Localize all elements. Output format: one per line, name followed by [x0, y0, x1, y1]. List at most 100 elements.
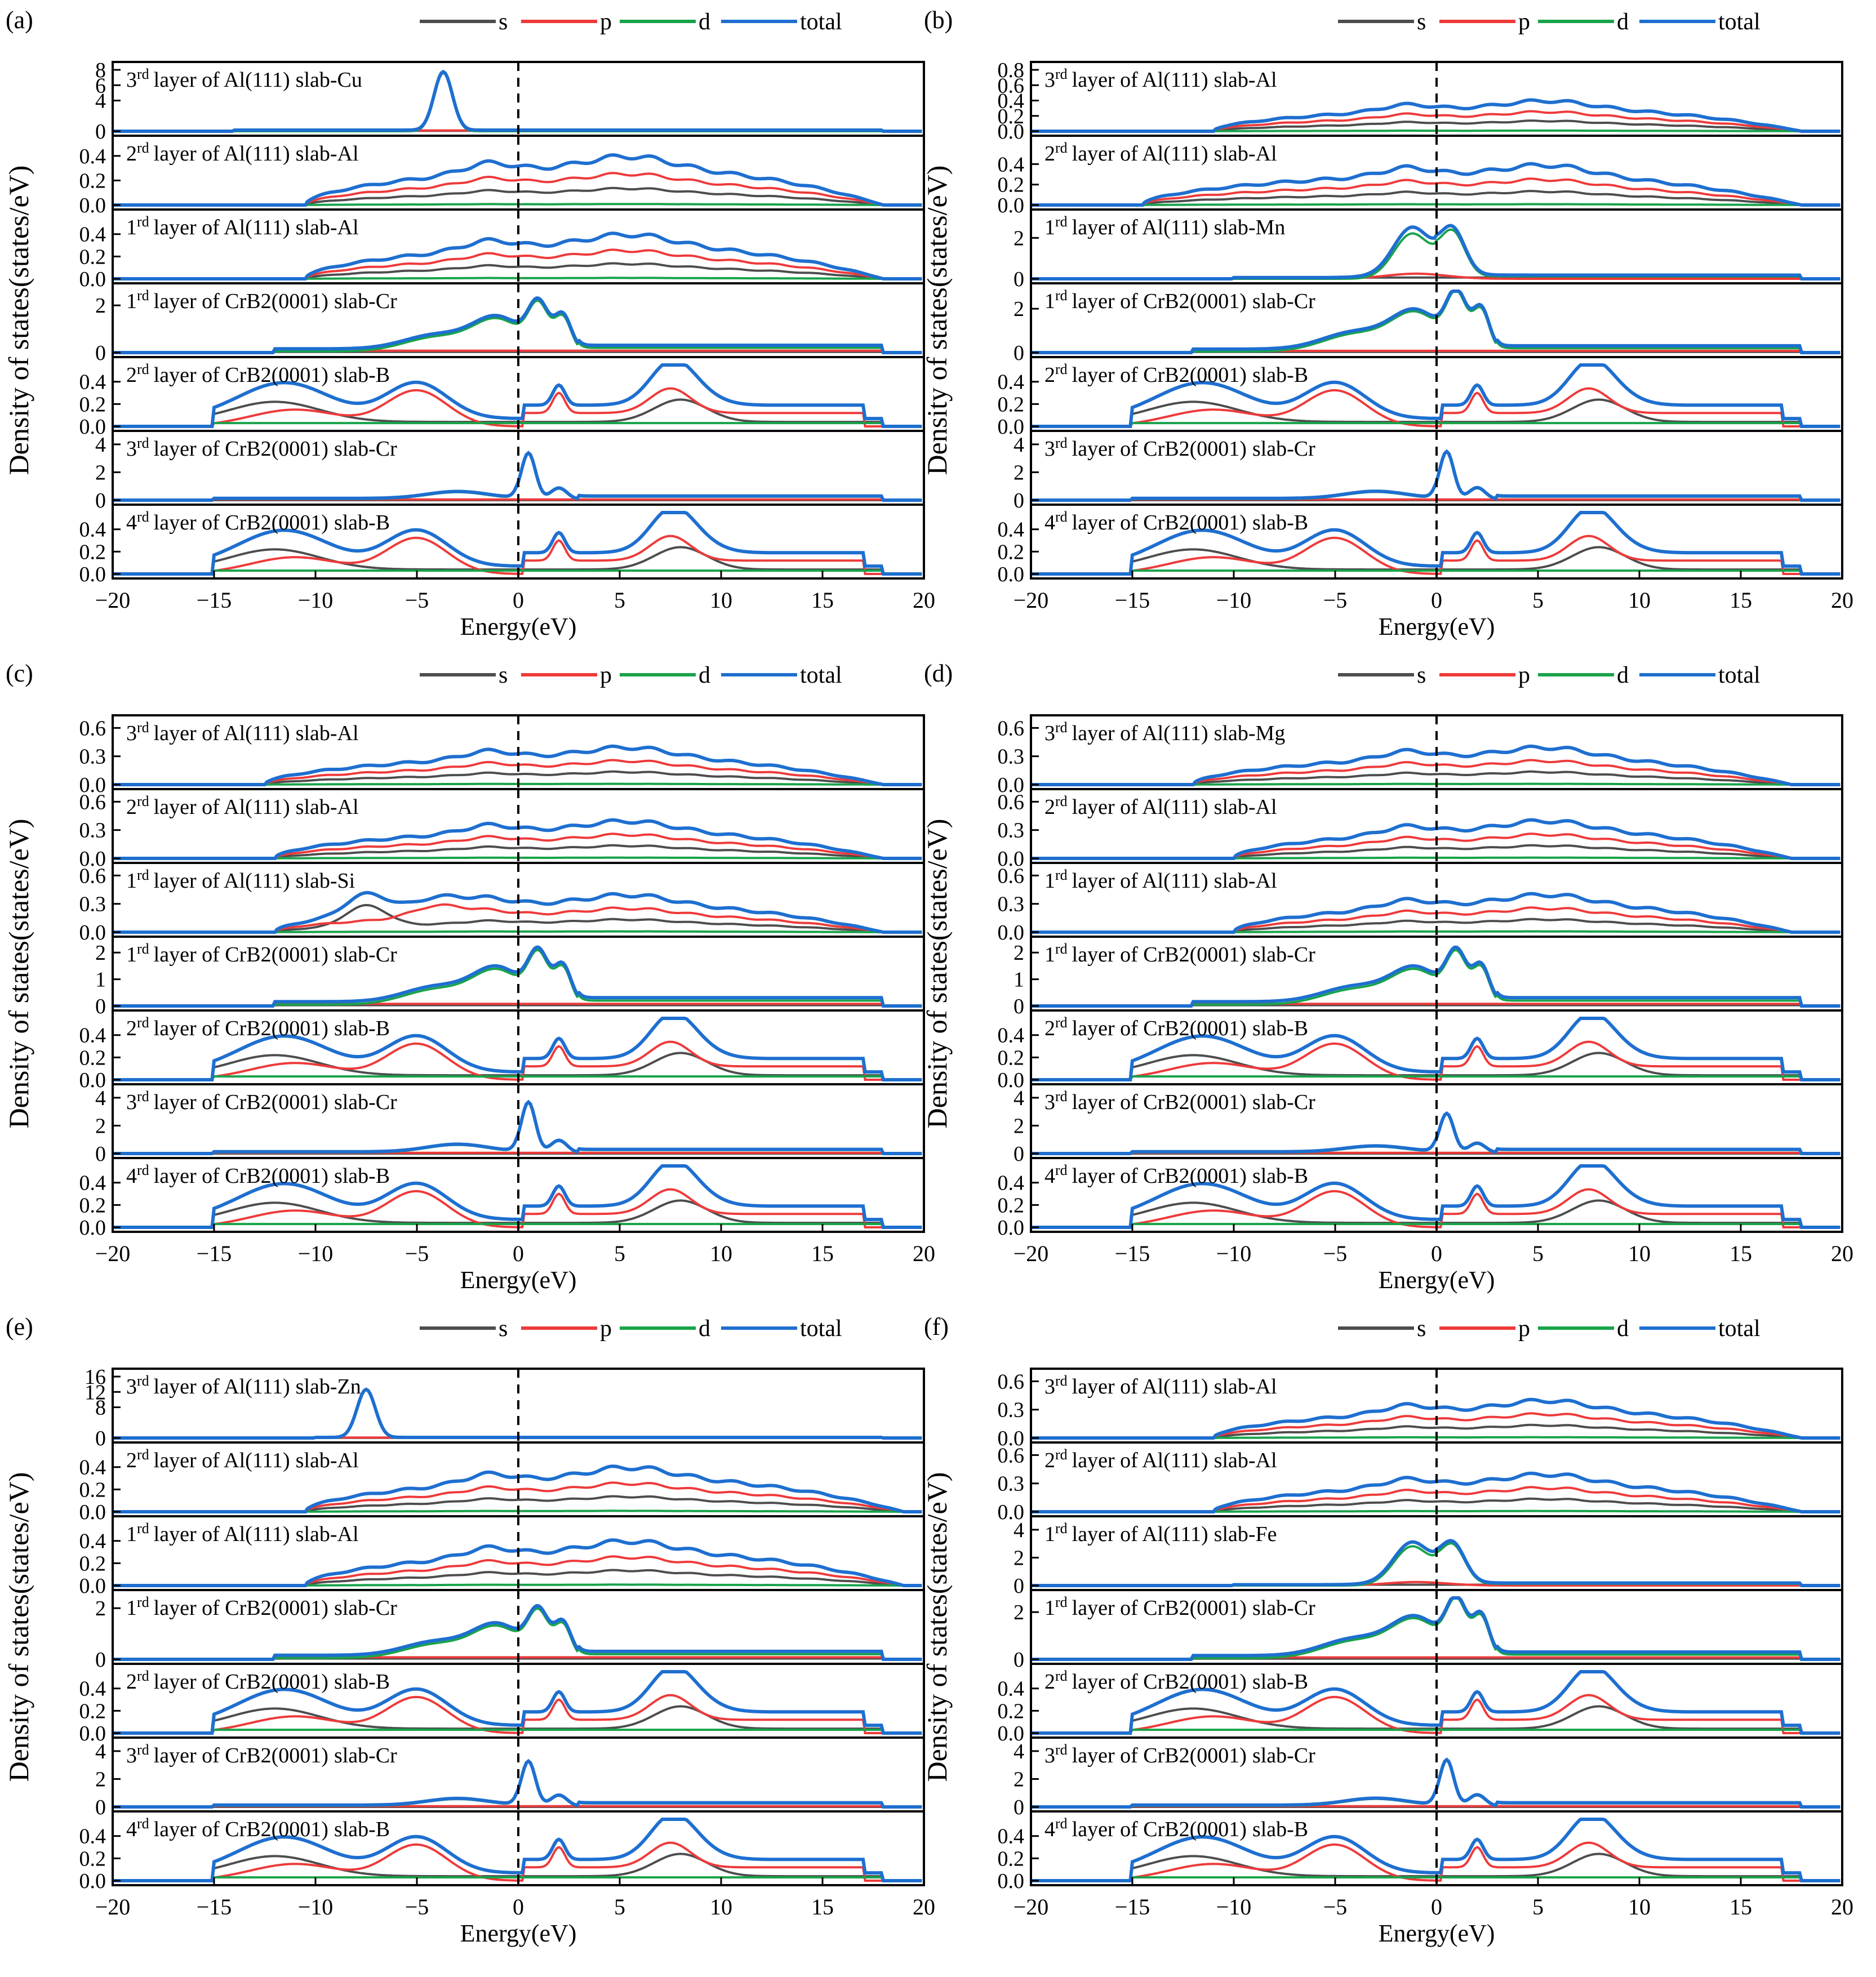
slab-name: slab-B — [334, 363, 390, 387]
layer-name: layer of CrB2(0001) — [154, 290, 328, 313]
y-axis-label: Density of states(states/eV) — [921, 166, 953, 475]
slab-name: slab-Fe — [1214, 1522, 1277, 1546]
y-tick-label: 0.4 — [998, 371, 1025, 394]
legend-label-d: d — [1617, 9, 1629, 35]
dos-panel: 024 3rd layer of CrB2(0001) slab-Cr — [95, 430, 925, 513]
layer-name: layer of CrB2(0001) — [154, 1670, 328, 1694]
y-tick-label: 0 — [95, 341, 106, 365]
y-tick-label: 0 — [95, 1796, 106, 1819]
layer-ordinal: 2 — [126, 795, 137, 819]
slab-name: slab-Cr — [334, 1596, 397, 1620]
layer-name: layer of CrB2(0001) — [154, 1017, 328, 1040]
layer-ordinal: 1 — [126, 869, 137, 893]
layer-suffix: rd — [1055, 1014, 1068, 1031]
panel-title: 1rd layer of Al(111) slab-Al — [126, 1520, 359, 1546]
layer-ordinal: 3 — [1044, 1090, 1055, 1114]
dos-panel: 0 2 1rd layer of Al(111) slab-Mn — [1013, 208, 1843, 291]
layer-name: layer of CrB2(0001) — [154, 511, 328, 535]
x-tick-label: 10 — [710, 1894, 732, 1920]
dos-panel: 0 2 1rd layer of CrB2(0001) slab-Cr — [95, 282, 925, 365]
layer-ordinal: 4 — [126, 1818, 137, 1841]
slab-name: slab-Al — [296, 216, 359, 239]
slab-name: slab-Cu — [296, 68, 362, 92]
layer-suffix: rd — [1055, 287, 1068, 304]
layer-name: layer of Al(111) — [154, 1449, 290, 1472]
slab-name: slab-B — [1252, 511, 1308, 535]
y-tick-label: 2 — [95, 1767, 106, 1791]
y-tick-label: 0.2 — [79, 540, 106, 564]
x-tick-label: −5 — [1323, 1241, 1348, 1266]
y-tick-label: 8 — [95, 1396, 106, 1420]
x-tick-label: 15 — [811, 587, 834, 613]
panel-title: 2rd layer of Al(111) slab-Al — [126, 140, 359, 166]
legend-label-d: d — [1617, 662, 1629, 688]
panel-title: 1rd layer of Al(111) slab-Mn — [1044, 213, 1285, 239]
panel-title: 3rd layer of Al(111) slab-Al — [1044, 66, 1277, 92]
y-tick-label: 0.2 — [79, 393, 106, 416]
dos-panel: 024 3rd layer of CrB2(0001) slab-Cr — [95, 1083, 925, 1166]
y-tick-label: 2 — [1013, 941, 1024, 965]
panel-title: 1rd layer of CrB2(0001) slab-Cr — [126, 287, 397, 313]
layer-ordinal: 3 — [1044, 722, 1055, 745]
layer-name: layer of CrB2(0001) — [1072, 1090, 1247, 1114]
layer-suffix: rd — [1055, 213, 1068, 230]
slab-name: slab-Si — [296, 869, 355, 893]
dos-panel: 024 3rd layer of CrB2(0001) slab-Cr — [1013, 1083, 1843, 1166]
legend-label-p: p — [600, 9, 612, 35]
panel-title: 3rd layer of CrB2(0001) slab-Cr — [1044, 1088, 1315, 1114]
y-tick-label: 2 — [95, 1597, 106, 1620]
layer-name: layer of CrB2(0001) — [154, 943, 328, 967]
dos-panel: 0.00.20.4 4rd layer of CrB2(0001) slab-B — [79, 504, 925, 586]
dos-panel: 0.0 0.3 0.6 1rd layer of Al(111) slab-Si — [79, 862, 925, 945]
legend-label-d: d — [699, 1316, 710, 1342]
slab-name: slab-B — [1252, 1670, 1308, 1694]
x-tick-label: 10 — [710, 587, 732, 613]
layer-suffix: rd — [1055, 793, 1068, 809]
layer-ordinal: 3 — [1044, 1744, 1055, 1767]
y-tick-label: 0.4 — [998, 153, 1025, 176]
curve-total — [1031, 363, 1841, 428]
y-tick-label: 0.6 — [79, 790, 106, 814]
layer-name: layer of CrB2(0001) — [154, 1090, 328, 1114]
legend-label-s: s — [499, 1316, 508, 1342]
layer-ordinal: 2 — [1044, 795, 1055, 819]
x-tick-label: 20 — [1831, 587, 1853, 613]
subplot-label: (f) — [924, 1313, 949, 1341]
y-axis-label: Density of states(states/eV) — [921, 819, 953, 1129]
y-tick-label: 0.6 — [79, 716, 106, 740]
layer-suffix: rd — [1055, 509, 1068, 525]
layer-suffix: rd — [1055, 1742, 1068, 1758]
y-tick-label: 0.2 — [79, 1194, 106, 1217]
dos-panel: 0.00.20.4 2rd layer of Al(111) slab-Al — [79, 135, 925, 217]
y-tick-label: 0.4 — [79, 1825, 106, 1849]
dos-panel: 012 1rd layer of CrB2(0001) slab-Cr — [1013, 936, 1843, 1018]
x-tick-label: 10 — [1628, 1894, 1651, 1920]
layer-suffix: rd — [137, 140, 149, 156]
dos-panel: 0.00.20.4 4rd layer of CrB2(0001) slab-B — [998, 1157, 1843, 1240]
x-tick-label: −5 — [1323, 587, 1348, 613]
slab-name: slab-Al — [296, 795, 359, 819]
y-tick-label: 4 — [1013, 433, 1024, 457]
y-axis-label: Density of states(states/eV) — [3, 819, 34, 1129]
x-tick-label: 20 — [1831, 1894, 1853, 1920]
legend-label-s: s — [1417, 1316, 1426, 1342]
layer-ordinal: 1 — [1044, 943, 1055, 967]
slab-name: slab-Al — [296, 722, 359, 745]
layer-name: layer of Al(111) — [1072, 1449, 1208, 1472]
y-tick-label: 0.3 — [998, 1472, 1025, 1496]
layer-name: layer of CrB2(0001) — [154, 1164, 328, 1188]
y-tick-label: 0.0 — [998, 120, 1025, 144]
dos-panel: 0.00.20.4 2rd layer of CrB2(0001) slab-B — [79, 1009, 925, 1092]
dos-panel: 0.00.20.4 4rd layer of CrB2(0001) slab-B — [79, 1810, 925, 1893]
y-tick-label: 2 — [1013, 226, 1024, 250]
panel-title: 2rd layer of CrB2(0001) slab-B — [126, 1014, 390, 1040]
y-tick-label: 0.0 — [79, 1216, 106, 1240]
dos-panel: 0.00.20.4 1rd layer of Al(111) slab-Al — [79, 1515, 925, 1598]
x-tick-label: 5 — [614, 1894, 625, 1920]
x-tick-label: −20 — [1013, 587, 1049, 613]
y-tick-label: 0.0 — [79, 773, 106, 797]
panel-title: 1rd layer of CrB2(0001) slab-Cr — [1044, 941, 1315, 967]
layer-name: layer of Al(111) — [154, 1522, 290, 1546]
